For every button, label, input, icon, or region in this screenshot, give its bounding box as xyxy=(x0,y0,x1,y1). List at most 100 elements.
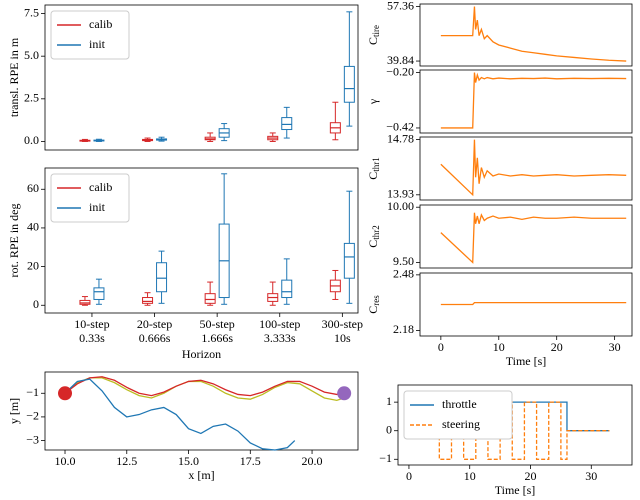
box xyxy=(343,65,355,103)
x-tick-label: 0 xyxy=(438,340,444,354)
x-tick-label: 100-step xyxy=(259,317,300,331)
y-axis-label: Cthr1 xyxy=(366,157,381,180)
y-axis-label-main: y [m] xyxy=(7,398,21,424)
y-tick-label: −0.20 xyxy=(386,64,414,78)
legend-label: calib xyxy=(89,180,112,194)
y-axis-label: rot. RPE in deg xyxy=(7,204,21,278)
box xyxy=(142,297,154,304)
legend-label: throttle xyxy=(442,397,477,411)
box xyxy=(204,293,216,304)
x-tick-sublabel: 10s xyxy=(334,331,351,345)
box xyxy=(281,279,293,299)
y-tick-label: −2 xyxy=(26,409,39,423)
y-axis-label: Cthr2 xyxy=(366,225,381,248)
axes-frame xyxy=(419,204,633,269)
series-line xyxy=(64,376,345,397)
series-line xyxy=(440,72,627,129)
legend-box xyxy=(403,390,513,440)
axes-frame xyxy=(419,3,633,67)
y-tick-label: 13.93 xyxy=(387,187,414,201)
y-axis-label-sub: tire xyxy=(371,25,381,37)
x-tick-label: 10 xyxy=(464,469,476,483)
axes-frame xyxy=(44,4,359,151)
legend-box xyxy=(50,173,130,223)
x-tick-label: 17.5 xyxy=(240,454,261,468)
series-line xyxy=(440,139,627,197)
axes-frame xyxy=(44,167,359,314)
y-tick-label: 0 xyxy=(386,422,392,436)
y-tick-label: 14.78 xyxy=(387,131,414,145)
x-axis-label: x [m] xyxy=(188,468,214,482)
y-axis-label: Cres xyxy=(366,295,381,314)
y-axis-label-main: γ xyxy=(366,98,380,105)
legend-label: init xyxy=(89,37,106,51)
series-line xyxy=(64,377,345,402)
series-line xyxy=(64,378,296,451)
box xyxy=(281,117,293,131)
series-line xyxy=(440,212,627,264)
y-tick-label: 10.00 xyxy=(387,199,414,213)
x-tick-label: 20 xyxy=(524,469,536,483)
legend-label: calib xyxy=(89,17,112,31)
box xyxy=(93,287,105,300)
y-tick-label: 2.18 xyxy=(393,322,414,336)
y-axis-label: γ xyxy=(366,98,380,105)
x-axis-label: Time [s] xyxy=(506,354,547,368)
y-tick-label: 9.50 xyxy=(393,254,414,268)
marker xyxy=(58,386,73,401)
y-axis-label: y [m] xyxy=(7,398,21,424)
y-tick-label: 1 xyxy=(386,394,392,408)
y-tick-label: 40 xyxy=(27,220,39,234)
y-tick-label: 2.48 xyxy=(393,267,414,281)
axes-frame xyxy=(419,69,633,134)
y-axis-label-main: transl. RPE in m xyxy=(7,37,21,117)
legend-label: steering xyxy=(442,417,480,431)
x-tick-label: 50-step xyxy=(199,317,234,331)
y-axis-label-main: C xyxy=(366,306,380,314)
y-tick-label: 57.36 xyxy=(387,0,414,12)
legend-label: init xyxy=(89,200,106,214)
y-tick-label: 39.84 xyxy=(387,53,414,67)
x-tick-sublabel: 1.666s xyxy=(201,331,233,345)
series-line xyxy=(440,6,627,62)
y-axis-label-main: C xyxy=(366,172,380,180)
x-tick-label: 20-step xyxy=(137,317,172,331)
x-axis-label: Horizon xyxy=(182,347,221,361)
axes-frame xyxy=(419,136,633,201)
y-tick-label: 60 xyxy=(27,181,39,195)
x-tick-label: 10 xyxy=(493,340,505,354)
legend-box xyxy=(50,10,130,60)
x-tick-sublabel: 3.333s xyxy=(264,331,296,345)
x-tick-label: 10.0 xyxy=(55,454,76,468)
x-tick-label: 20.0 xyxy=(302,454,323,468)
x-tick-label: 0 xyxy=(406,469,412,483)
axes-frame xyxy=(44,371,359,451)
x-axis-label: Time [s] xyxy=(495,483,536,497)
box xyxy=(343,242,355,279)
y-tick-label: 2.5 xyxy=(24,91,39,105)
x-tick-label: 20 xyxy=(551,340,563,354)
y-axis-label-sub: res xyxy=(371,295,381,306)
x-tick-label: 12.5 xyxy=(116,454,137,468)
y-tick-label: −1 xyxy=(26,385,39,399)
y-tick-label: 20 xyxy=(27,258,39,272)
marker xyxy=(337,386,352,401)
x-tick-label: 30 xyxy=(609,340,621,354)
x-tick-label: 300-step xyxy=(322,317,363,331)
y-axis-label-main: C xyxy=(366,37,380,45)
x-tick-label: 15.0 xyxy=(178,454,199,468)
y-axis-label-sub: thr2 xyxy=(371,225,381,240)
y-axis-label-sub: thr1 xyxy=(371,157,381,172)
x-tick-sublabel: 0.33s xyxy=(79,331,105,345)
x-tick-label: 30 xyxy=(585,469,597,483)
y-tick-label: −3 xyxy=(26,432,39,446)
y-axis-label-main: rot. RPE in deg xyxy=(7,204,21,278)
y-tick-label: 0.0 xyxy=(24,133,39,147)
box xyxy=(156,262,168,293)
y-axis-label: Ctire xyxy=(366,25,381,45)
axes-frame xyxy=(419,272,633,337)
x-tick-label: 10-step xyxy=(74,317,109,331)
y-tick-label: −0.42 xyxy=(386,120,414,134)
y-tick-label: 5.0 xyxy=(24,48,39,62)
x-tick-sublabel: 0.666s xyxy=(139,331,171,345)
